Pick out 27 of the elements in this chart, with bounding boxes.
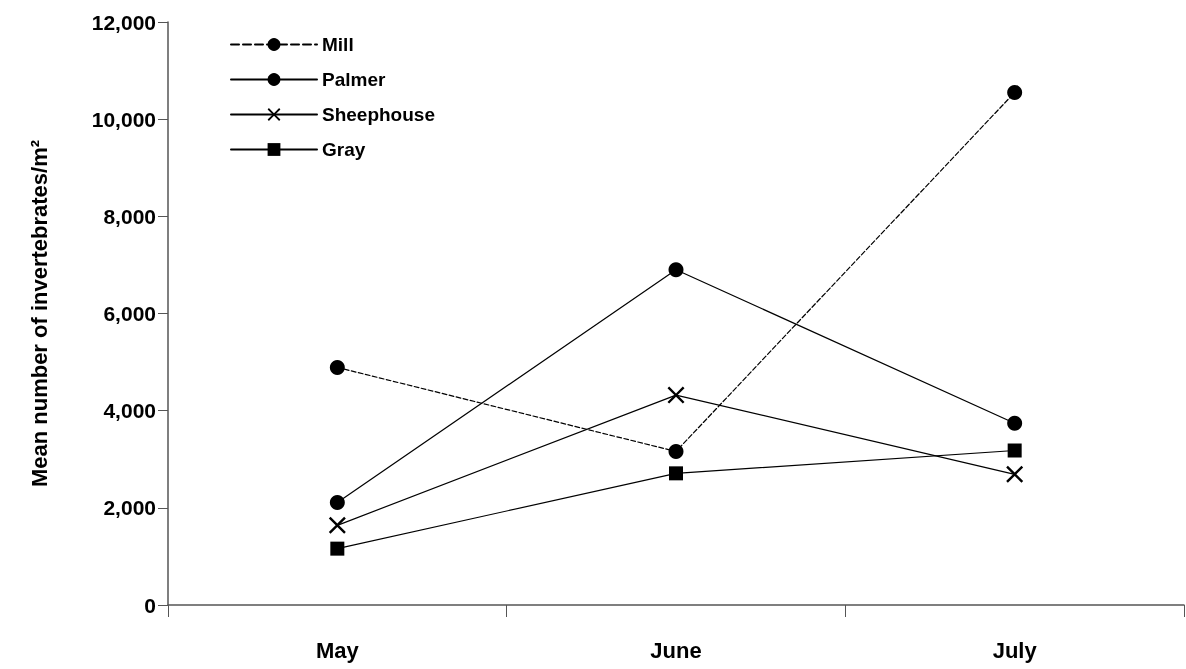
y-tick-label: 4,000 (103, 399, 156, 423)
legend-label: Gray (322, 139, 366, 160)
y-tick-label: 10,000 (91, 107, 156, 131)
point (1006, 465, 1024, 483)
point (329, 494, 345, 510)
y-tick-label: 12,000 (91, 10, 156, 34)
x-tick-label: June (650, 637, 702, 663)
y-tick-label: 6,000 (103, 302, 156, 325)
point (1007, 443, 1022, 458)
y-tick-label: 8,000 (103, 204, 156, 228)
point (328, 516, 346, 534)
point (668, 443, 684, 459)
x-tick-label: July (992, 637, 1038, 663)
x-tick-label: May (315, 637, 360, 663)
y-tick-label: 2,000 (103, 496, 156, 520)
legend-label: Mill (322, 34, 354, 55)
point (330, 541, 345, 556)
point (1007, 84, 1023, 100)
y-axis-title: Mean number of invertebrates/m² (26, 139, 52, 488)
point (329, 359, 345, 375)
legend-label: Sheephouse (322, 104, 435, 125)
point (669, 466, 683, 481)
point (1007, 415, 1023, 431)
point (668, 262, 684, 278)
point (667, 386, 685, 404)
y-tick-label: 0 (144, 593, 156, 617)
legend-label: Palmer (322, 69, 386, 90)
